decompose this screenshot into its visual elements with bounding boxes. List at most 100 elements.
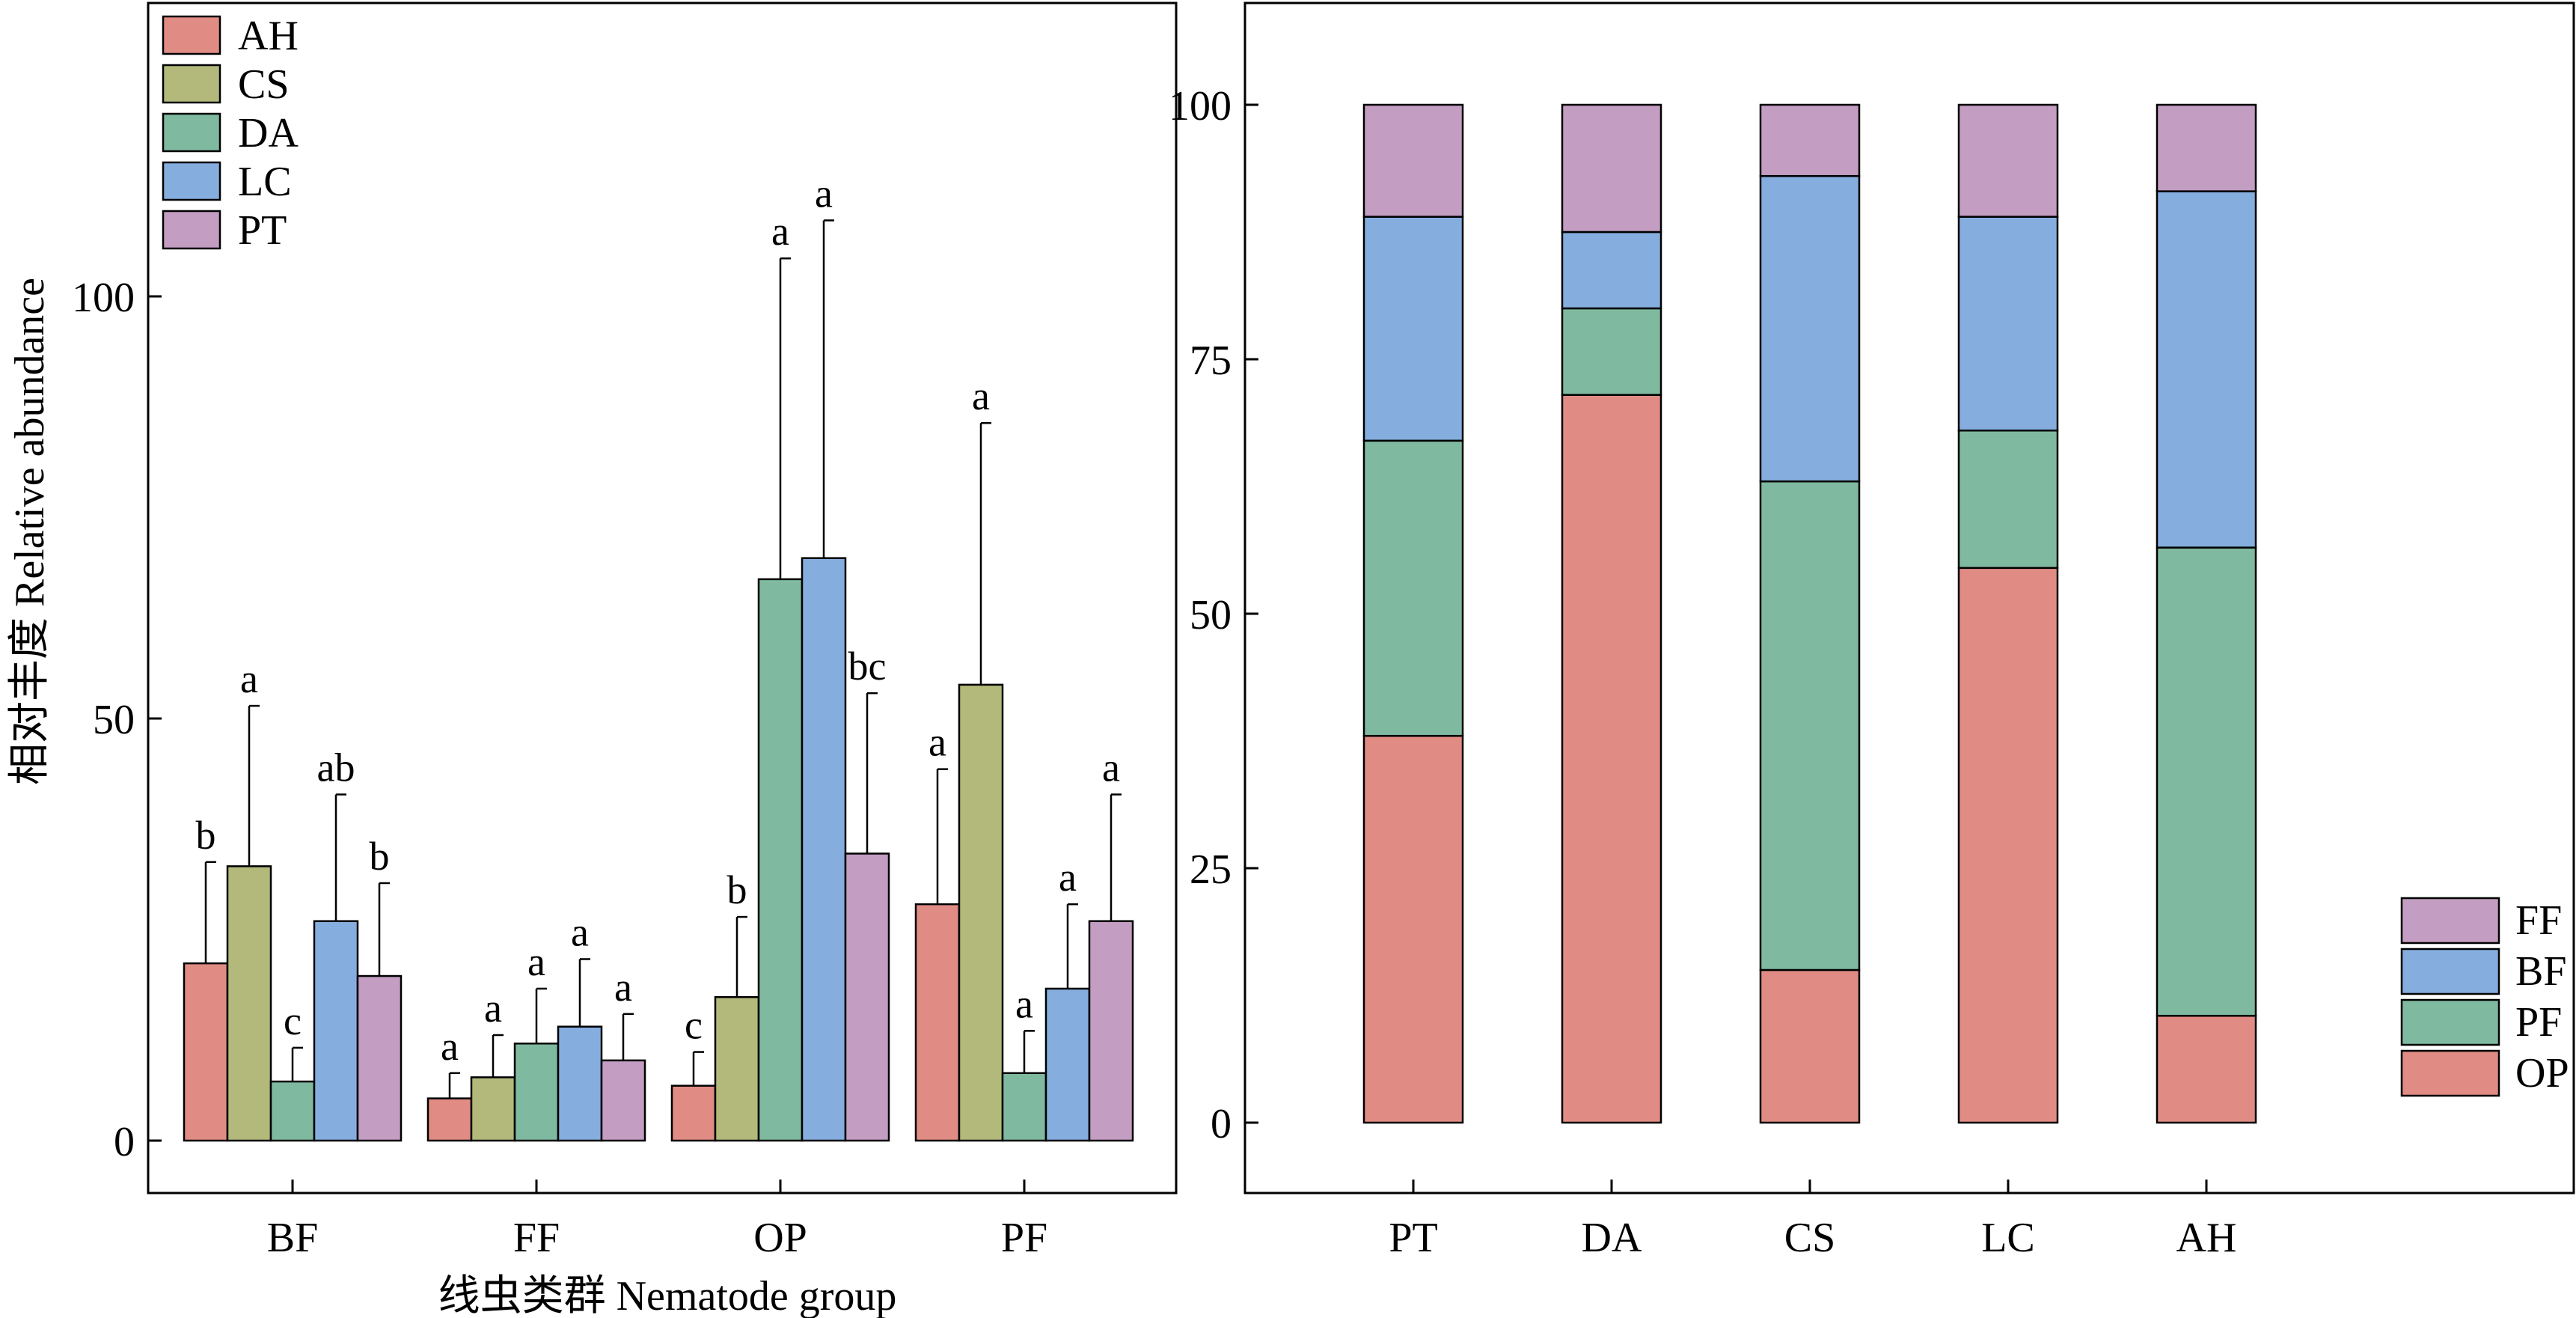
x-tick-label: LC (1981, 1215, 2035, 1261)
bar (914, 903, 961, 1142)
significance-letter: bc (848, 644, 887, 689)
significance-letter: a (484, 986, 502, 1031)
y-tick-label: 100 (72, 275, 135, 321)
bar (356, 974, 403, 1142)
legend-swatch (2400, 998, 2500, 1046)
x-tick-label: CS (1784, 1215, 1836, 1261)
bar (600, 1059, 646, 1142)
bar (183, 962, 229, 1142)
significance-letter: b (196, 813, 216, 858)
stacked-bar-segment (2156, 546, 2257, 1017)
legend-label: LC (238, 159, 292, 205)
y-tick-label: 50 (93, 697, 135, 743)
legend-label: DA (238, 110, 299, 156)
stacked-bar-segment (1957, 429, 2059, 570)
legend-label: CS (238, 61, 290, 108)
legend-label: FF (2515, 897, 2562, 944)
bar (557, 1025, 603, 1142)
significance-letter: a (815, 171, 833, 216)
stacked-bar-segment (1362, 439, 1464, 737)
bar (958, 683, 1004, 1142)
y-tick-label: 50 (1190, 592, 1232, 638)
x-tick-label: FF (513, 1215, 560, 1261)
legend-label: PT (238, 207, 287, 254)
stacked-bar-segment (1561, 231, 1662, 310)
stacked-bar-segment (1759, 174, 1861, 483)
left-bar-chart: 050100BFbacabbFFaaaaaOPcbaabcPFaaaaaAHCS… (7, 1, 1178, 1318)
x-tick-label: PT (1389, 1215, 1437, 1261)
bar (513, 1043, 560, 1142)
x-tick-label: PF (1001, 1215, 1047, 1261)
plot-frame (1243, 1, 2575, 1195)
significance-letter: a (972, 373, 990, 418)
significance-letter: a (441, 1024, 459, 1069)
legend-swatch (2400, 897, 2500, 945)
x-tick-label: DA (1582, 1215, 1642, 1261)
x-axis-title: 线虫类群 Nematode group (438, 1273, 897, 1318)
bar (757, 578, 804, 1142)
x-tick-label: BF (267, 1215, 319, 1261)
legend-label: OP (2515, 1050, 2569, 1096)
legend-swatch (2400, 948, 2500, 995)
bar (226, 865, 272, 1142)
stacked-bar-segment (1957, 103, 2059, 218)
bar (470, 1076, 516, 1142)
bar (714, 995, 760, 1142)
y-tick-label: 75 (1190, 338, 1232, 384)
bar (1001, 1072, 1047, 1142)
significance-letter: a (527, 939, 545, 984)
stacked-bar-segment (2156, 190, 2257, 549)
y-tick-label: 25 (1190, 846, 1232, 893)
significance-letter: a (240, 656, 258, 701)
stacked-bar-segment (1362, 103, 1464, 218)
stacked-bar-segment (1759, 480, 1861, 971)
x-tick-label: AH (2176, 1215, 2237, 1261)
significance-letter: a (1059, 855, 1077, 900)
significance-letter: c (685, 1003, 703, 1048)
significance-letter: a (771, 209, 789, 254)
significance-letter: a (928, 720, 946, 765)
stacked-bar-segment (1957, 567, 2059, 1124)
stacked-bar-segment (1362, 216, 1464, 442)
significance-letter: a (571, 909, 589, 954)
significance-letter: a (1015, 981, 1033, 1026)
bar (844, 852, 890, 1142)
stacked-bar-segment (1759, 103, 1861, 177)
legend-swatch (162, 210, 221, 250)
bar (426, 1097, 473, 1142)
stacked-bar-segment (1759, 968, 1861, 1124)
legend-label: AH (238, 13, 299, 59)
stacked-bar-segment (1957, 216, 2059, 432)
y-tick-label: 100 (1169, 83, 1232, 129)
legend-label: BF (2515, 948, 2567, 995)
bar (1088, 920, 1134, 1142)
significance-letter: b (727, 867, 747, 912)
legend-swatch (162, 64, 221, 104)
stacked-bar-segment (1561, 103, 1662, 234)
legend-swatch (162, 112, 221, 153)
legend-swatch (162, 15, 221, 55)
plot-frame (147, 1, 1178, 1195)
legend-swatch (162, 161, 221, 201)
stacked-bar-segment (1362, 734, 1464, 1124)
stacked-bar-segment (2156, 1014, 2257, 1124)
significance-letter: c (284, 998, 302, 1043)
y-axis-title: 相对丰度 Relative abundance (7, 278, 53, 785)
stacked-bar-segment (1561, 394, 1662, 1124)
bar (313, 920, 359, 1142)
bar (269, 1080, 316, 1142)
bar (670, 1084, 717, 1142)
significance-letter: a (614, 965, 632, 1010)
bar (801, 557, 847, 1142)
stacked-bar-segment (2156, 103, 2257, 192)
legend-label: PF (2515, 999, 2562, 1046)
significance-letter: b (370, 834, 390, 879)
significance-letter: ab (317, 745, 355, 790)
y-tick-label: 0 (1211, 1101, 1232, 1147)
x-tick-label: OP (753, 1215, 807, 1261)
bar (1044, 987, 1091, 1142)
